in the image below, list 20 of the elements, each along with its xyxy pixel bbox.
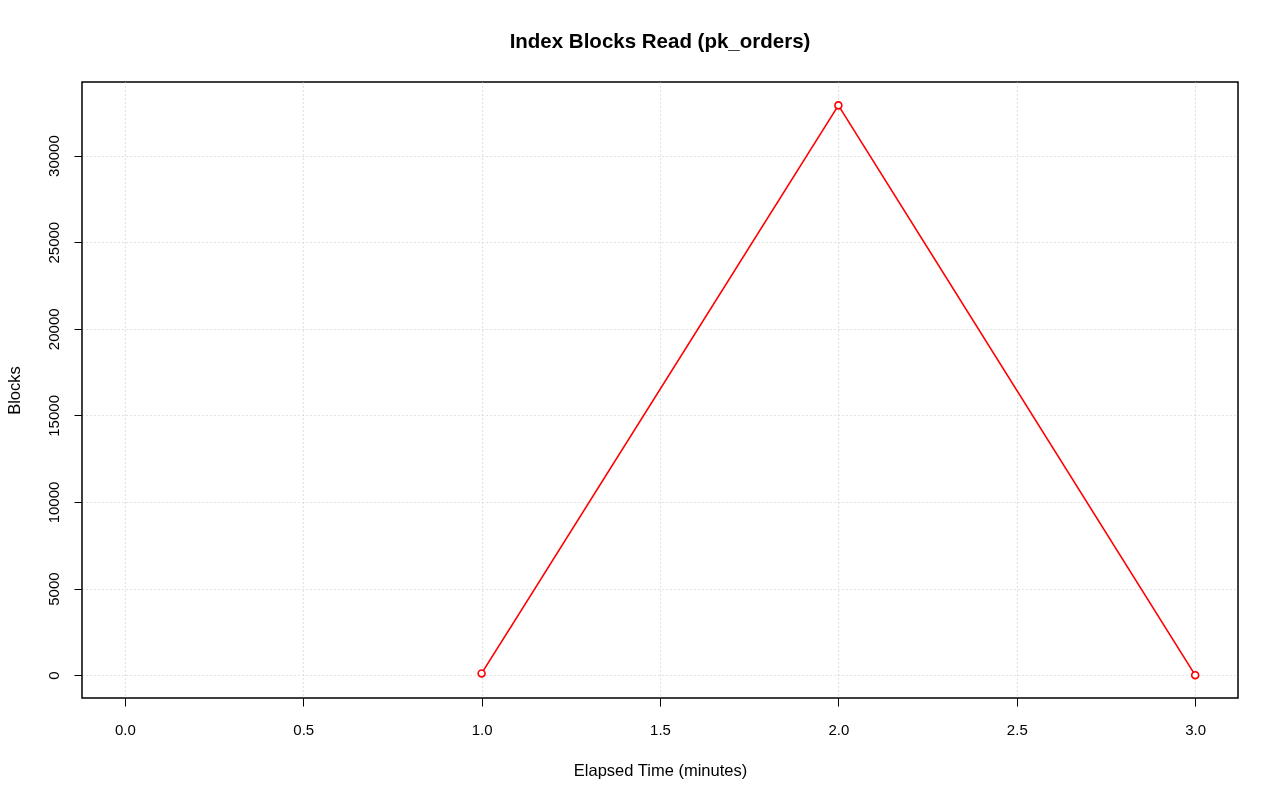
y-tick-label: 5000 — [44, 572, 62, 606]
point — [834, 101, 843, 110]
point — [477, 669, 486, 678]
x-tick-label: 3.0 — [1185, 720, 1207, 738]
point — [1190, 670, 1200, 680]
y-axis-title: Blocks — [4, 366, 23, 415]
y-tick-label: 0 — [44, 671, 62, 680]
x-tick-label: 2.5 — [1006, 720, 1028, 738]
x-tick-label: 1.5 — [650, 720, 671, 738]
y-tick-label: 30000 — [44, 135, 62, 177]
x-axis-title: Elapsed Time (minutes) — [573, 760, 748, 779]
x-tick-label: 2.0 — [828, 720, 850, 738]
y-tick-label: 25000 — [44, 221, 62, 264]
x-tick-label: 1.0 — [471, 720, 493, 738]
y-tick-label: 20000 — [44, 308, 62, 351]
y-tick-label: 10000 — [44, 481, 62, 524]
y-tick-label: 15000 — [44, 395, 62, 437]
chart-title: Index Blocks Read (pk_orders) — [509, 28, 811, 52]
x-tick-label: 0.0 — [114, 720, 136, 738]
x-tick-label: 0.5 — [293, 720, 315, 738]
